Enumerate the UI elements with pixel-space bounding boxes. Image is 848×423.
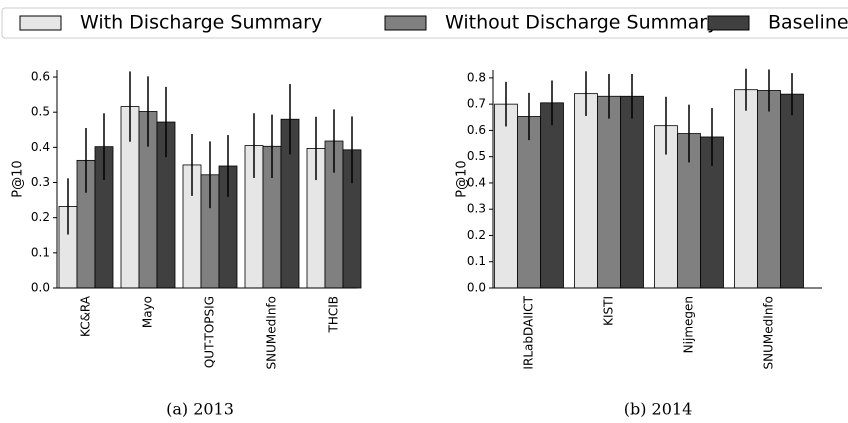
y-tick-label: 0.0 (31, 281, 50, 295)
bar (517, 116, 541, 289)
bar (494, 103, 518, 289)
y-tick-label: 0.6 (467, 123, 486, 137)
x-tick-label: KC&RA (79, 295, 93, 337)
y-tick-label: 0.2 (31, 210, 50, 224)
y-tick-label: 0.4 (31, 140, 50, 154)
y-tick-label: 0.2 (467, 228, 486, 242)
x-tick-label: Nijmegen (682, 296, 696, 353)
y-tick-label: 0.8 (467, 70, 486, 84)
x-tick-label: QUT-TOPSIG (203, 296, 217, 368)
bar (757, 90, 781, 289)
bar (780, 93, 804, 289)
legend-swatch (384, 15, 427, 31)
bar (620, 95, 644, 289)
caption: (b) 2014 (624, 400, 693, 419)
legend-label: Without Discharge Summary (445, 12, 718, 34)
y-tick-label: 0.0 (467, 281, 486, 295)
bar (540, 102, 564, 289)
bar (597, 95, 621, 289)
y-tick-label: 0.1 (467, 254, 486, 268)
legend-swatch (707, 15, 750, 31)
x-tick-label: KISTI (602, 296, 616, 326)
y-tick-label: 0.1 (31, 245, 50, 259)
y-tick-label: 0.5 (467, 149, 486, 163)
caption: (a) 2013 (166, 400, 234, 419)
bar (734, 89, 758, 289)
bar (574, 93, 598, 289)
x-tick-label: SNUMedInfo (762, 296, 776, 369)
y-tick-label: 0.5 (31, 105, 50, 119)
y-axis-label: P@10 (455, 160, 470, 197)
legend-label: Baseline (768, 12, 848, 34)
y-tick-label: 0.6 (31, 70, 50, 84)
y-tick-label: 0.3 (467, 202, 486, 216)
x-tick-label: THCIB (327, 296, 341, 334)
x-tick-label: IRLabDAIICT (522, 295, 536, 369)
y-tick-label: 0.7 (467, 97, 486, 111)
legend-swatch (19, 15, 62, 31)
x-tick-label: Mayo (141, 296, 155, 328)
y-tick-label: 0.3 (31, 175, 50, 189)
x-tick-label: SNUMedInfo (265, 296, 279, 369)
legend-label: With Discharge Summary (80, 12, 322, 34)
y-tick-label: 0.4 (467, 175, 486, 189)
y-axis-label: P@10 (11, 160, 26, 197)
